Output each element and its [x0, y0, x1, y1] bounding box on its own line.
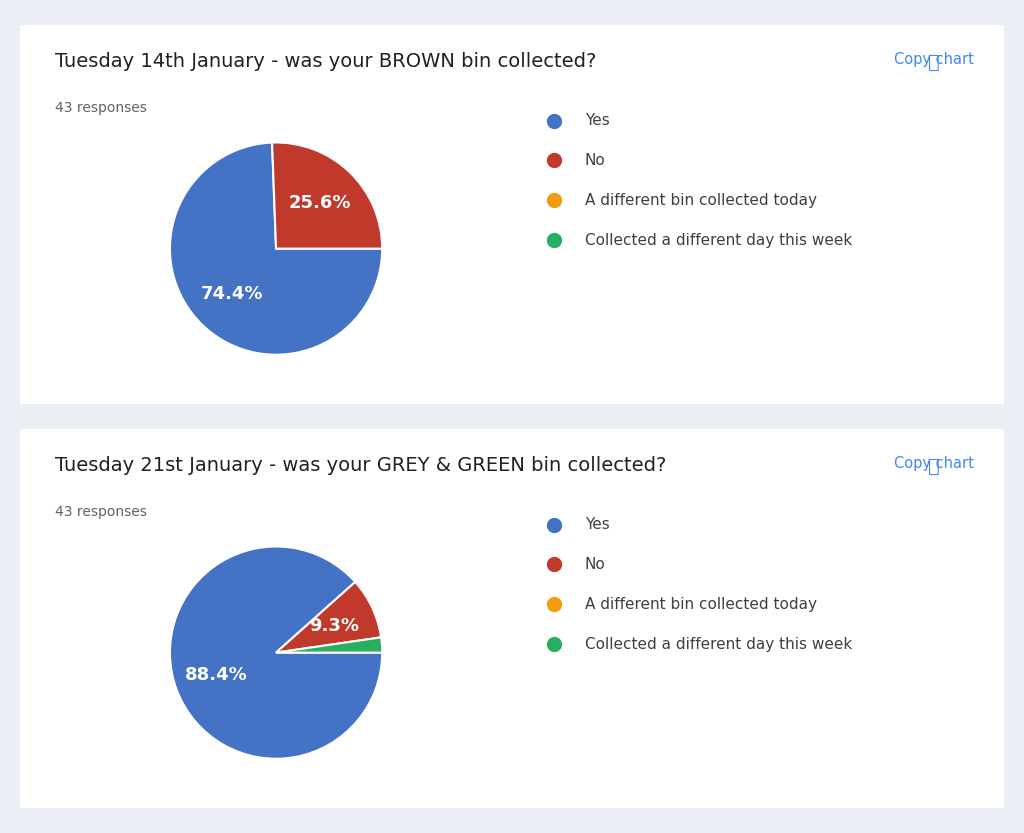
Wedge shape — [276, 637, 382, 652]
Text: Tuesday 21st January - was your GREY & GREEN bin collected?: Tuesday 21st January - was your GREY & G… — [55, 456, 667, 475]
Text: ⧉: ⧉ — [928, 53, 940, 72]
Text: No: No — [585, 557, 605, 572]
Text: 88.4%: 88.4% — [185, 666, 248, 684]
Text: Yes: Yes — [585, 517, 609, 532]
Text: 25.6%: 25.6% — [289, 194, 351, 212]
Wedge shape — [170, 142, 382, 355]
Text: 74.4%: 74.4% — [201, 286, 263, 303]
Text: 43 responses: 43 responses — [55, 505, 146, 519]
Text: No: No — [585, 153, 605, 168]
Text: Tuesday 14th January - was your BROWN bin collected?: Tuesday 14th January - was your BROWN bi… — [55, 52, 596, 71]
Text: 9.3%: 9.3% — [309, 616, 358, 635]
Wedge shape — [170, 546, 382, 759]
Text: Yes: Yes — [585, 113, 609, 128]
Text: Copy chart: Copy chart — [894, 52, 974, 67]
Text: Collected a different day this week: Collected a different day this week — [585, 232, 852, 247]
Wedge shape — [272, 142, 382, 248]
Text: 43 responses: 43 responses — [55, 101, 146, 115]
Text: ⧉: ⧉ — [928, 457, 940, 476]
Text: Copy chart: Copy chart — [894, 456, 974, 471]
Text: A different bin collected today: A different bin collected today — [585, 192, 817, 207]
Wedge shape — [276, 582, 381, 652]
Text: Collected a different day this week: Collected a different day this week — [585, 636, 852, 651]
Text: A different bin collected today: A different bin collected today — [585, 596, 817, 611]
